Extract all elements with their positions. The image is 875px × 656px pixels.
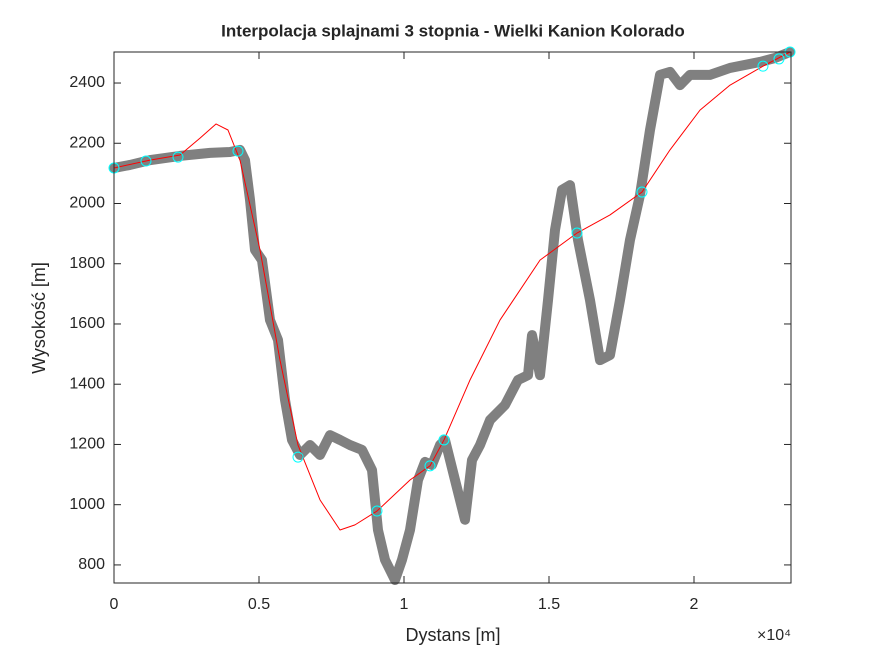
node-marker: [140, 155, 152, 167]
x-tick-label: 0: [110, 596, 119, 613]
x-axis-label: Dystans [m]: [405, 625, 500, 645]
node-marker: [438, 434, 450, 446]
node-marker: [292, 451, 304, 463]
y-tick-label: 1800: [69, 255, 105, 272]
chart-title: Interpolacja splajnami 3 stopnia - Wielk…: [221, 21, 685, 40]
node-marker: [636, 186, 648, 198]
node-marker: [571, 227, 583, 239]
y-tick-label: 2000: [69, 195, 105, 212]
y-tick-label: 2400: [69, 74, 105, 91]
y-tick-label: 1200: [69, 436, 105, 453]
y-tick-label: 1400: [69, 375, 105, 392]
node-marker: [232, 145, 244, 157]
node-marker: [424, 460, 436, 472]
node-marker: [773, 53, 785, 65]
y-tick-label: 1000: [69, 496, 105, 513]
x-tick-label: 0.5: [248, 596, 270, 613]
axes-box: [113, 51, 792, 584]
y-tick-label: 1600: [69, 315, 105, 332]
y-tick-label: 800: [78, 556, 105, 573]
y-tick-label: 2200: [69, 134, 105, 151]
x-exponent-label: ×10⁴: [757, 627, 791, 644]
plot-area: [114, 52, 791, 583]
x-tick-label: 2: [690, 596, 699, 613]
node-marker: [172, 151, 184, 163]
x-tick-label: 1.5: [538, 596, 560, 613]
x-tick-label: 1: [400, 596, 409, 613]
node-marker: [371, 505, 383, 517]
series-line: [113, 51, 791, 531]
y-axis-label: Wysokość [m]: [29, 262, 49, 374]
node-marker: [757, 60, 769, 72]
